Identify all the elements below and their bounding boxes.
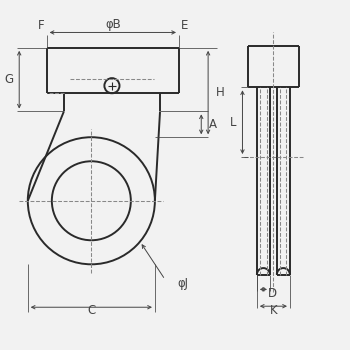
Text: φJ: φJ xyxy=(177,278,188,290)
Text: E: E xyxy=(181,19,188,32)
Text: C: C xyxy=(87,304,96,317)
Text: H: H xyxy=(216,86,224,99)
Text: A: A xyxy=(209,118,217,131)
Text: L: L xyxy=(230,116,236,129)
Text: F: F xyxy=(38,19,45,32)
Text: K: K xyxy=(270,304,277,317)
Text: G: G xyxy=(4,73,13,86)
Text: D: D xyxy=(267,287,276,300)
Text: φB: φB xyxy=(105,19,121,32)
